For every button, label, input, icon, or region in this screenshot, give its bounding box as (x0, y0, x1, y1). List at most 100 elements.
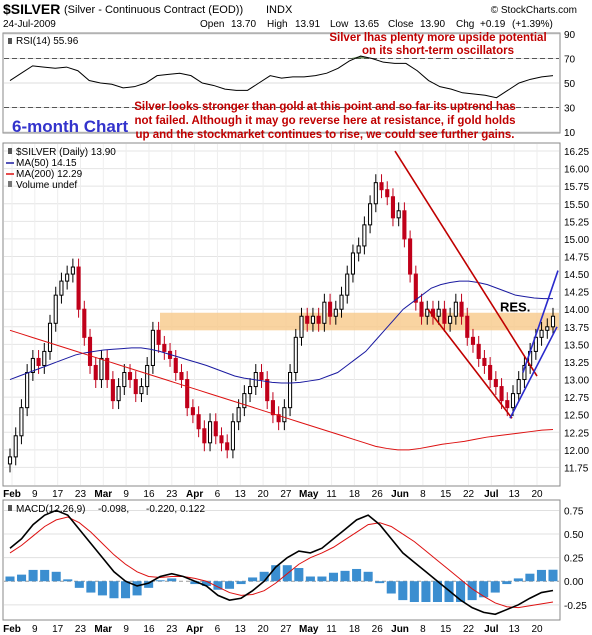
rsi-note-line-1: Silver lhas plenty more upside potential (329, 32, 546, 44)
macd-legend-hist: 0.122 (180, 504, 205, 515)
price-x-tick-label: May (299, 489, 319, 500)
price-candle-body (368, 203, 373, 226)
macd-histogram-bar (479, 581, 489, 598)
open-label: Open (200, 19, 224, 30)
macd-histogram-bar (224, 581, 235, 589)
macd-histogram-bar (490, 581, 500, 593)
macd-x-tick-label: 15 (440, 624, 452, 635)
macd-histogram-bar (236, 581, 246, 585)
price-candle-body (76, 266, 81, 310)
macd-x-tick-label: Jul (484, 624, 499, 635)
price-candle-body (190, 407, 195, 416)
low-label: Low (330, 19, 349, 30)
blue-channel-lower (509, 326, 558, 419)
price-x-tick-label: 22 (463, 489, 475, 500)
resistance-band (160, 312, 559, 331)
price-candle-body (276, 414, 281, 423)
price-candle-body (282, 407, 287, 423)
price-candle-body (305, 315, 310, 324)
price-x-tick-label: 17 (52, 489, 64, 500)
macd-x-tick-label: 17 (52, 624, 64, 635)
macd-line (9, 509, 554, 616)
macd-x-tick-label: 18 (349, 624, 361, 635)
macd-histogram-bar (548, 569, 558, 582)
price-tick-label: 15.25 (564, 217, 589, 228)
price-candle-body (333, 308, 338, 317)
price-candle-body (225, 442, 230, 451)
macd-histogram-bar (536, 569, 546, 582)
price-candle-body (219, 435, 224, 444)
macd-tick-label: 0.00 (564, 577, 584, 588)
price-candle-body (30, 357, 35, 374)
macd-x-tick-label: 22 (463, 624, 475, 635)
price-x-tick-label: 20 (531, 489, 543, 500)
price-x-tick-label: 9 (32, 489, 38, 500)
ma50-legend-text: MA(50) 14.15 (16, 158, 77, 169)
price-x-tick-label: 6 (215, 489, 221, 500)
price-x-tick-label: 18 (349, 489, 361, 500)
price-x-tick-label: 8 (420, 489, 426, 500)
macd-x-tick-label: Mar (94, 624, 112, 635)
macd-x-tick-label: 23 (75, 624, 87, 635)
price-candle-body (162, 343, 167, 352)
price-candle-body (482, 357, 487, 366)
price-candle-body (196, 414, 201, 430)
macd-x-tick-label: 9 (32, 624, 38, 635)
price-tick-label: 13.75 (564, 323, 589, 334)
price-x-tick-label: Jul (484, 489, 499, 500)
price-candle-body (328, 301, 333, 317)
macd-histogram-bar (5, 576, 15, 582)
symbol-title: $SILVER (3, 1, 60, 17)
rsi-legend: RSI(14) 55.96 (8, 36, 79, 47)
macd-histogram-bar (167, 578, 177, 582)
macd-histogram-bar (109, 581, 119, 599)
rsi-note-line-2: on its short-term oscillators (362, 45, 514, 57)
blue-channel-upper (522, 270, 559, 373)
macd-tick-label: 0.25 (564, 554, 584, 565)
price-x-tick-label: 15 (440, 489, 452, 500)
price-candle-body (127, 372, 133, 381)
macd-histogram-bar (155, 580, 165, 582)
macd-histogram-bar (375, 581, 385, 584)
price-candle-body (436, 308, 441, 317)
price-tick-label: 14.25 (564, 288, 589, 299)
price-candle-body (316, 315, 321, 324)
price-candle-body (402, 210, 407, 240)
price-candle-body (299, 315, 304, 338)
macd-x-tick-label: 6 (215, 624, 221, 635)
volume-legend-text: Volume undef (16, 180, 77, 191)
price-legend-swatch (8, 148, 12, 154)
macd-histogram-bar (421, 581, 431, 603)
rsi-tick-label: 90 (564, 30, 576, 41)
price-candle-body (505, 400, 510, 409)
price-candle-body (65, 273, 70, 282)
price-candle-body (42, 350, 47, 366)
price-tick-label: 15.50 (564, 200, 589, 211)
price-candle-body (13, 435, 18, 458)
price-x-tick-label: Mar (94, 489, 112, 500)
price-candle-body (7, 456, 13, 465)
price-candle-body (465, 315, 470, 338)
low-value: 13.65 (354, 19, 379, 30)
macd-histogram-bar (513, 578, 523, 582)
price-candle-body (476, 343, 481, 359)
macd-x-tick-label: 27 (280, 624, 292, 635)
price-candle-body (156, 329, 161, 345)
macd-histogram-bar (97, 581, 107, 596)
price-tick-label: 14.50 (564, 270, 589, 281)
macd-histogram-bar (74, 581, 84, 588)
price-x-tick-label: 16 (143, 489, 155, 500)
macd-histogram-bar (525, 573, 535, 582)
macd-legend-macd: -0.098, (98, 504, 129, 515)
price-x-tick-label: 23 (75, 489, 87, 500)
price-candle-body (362, 224, 367, 247)
macd-histogram-bar (17, 574, 27, 582)
macd-x-tick-label: 20 (258, 624, 270, 635)
rsi-line (9, 55, 554, 99)
price-candle-body (179, 372, 184, 381)
macd-x-tick-label: Apr (186, 624, 203, 635)
macd-panel (2, 499, 561, 621)
price-candle-body (213, 421, 218, 437)
price-x-tick-label: 27 (280, 489, 292, 500)
